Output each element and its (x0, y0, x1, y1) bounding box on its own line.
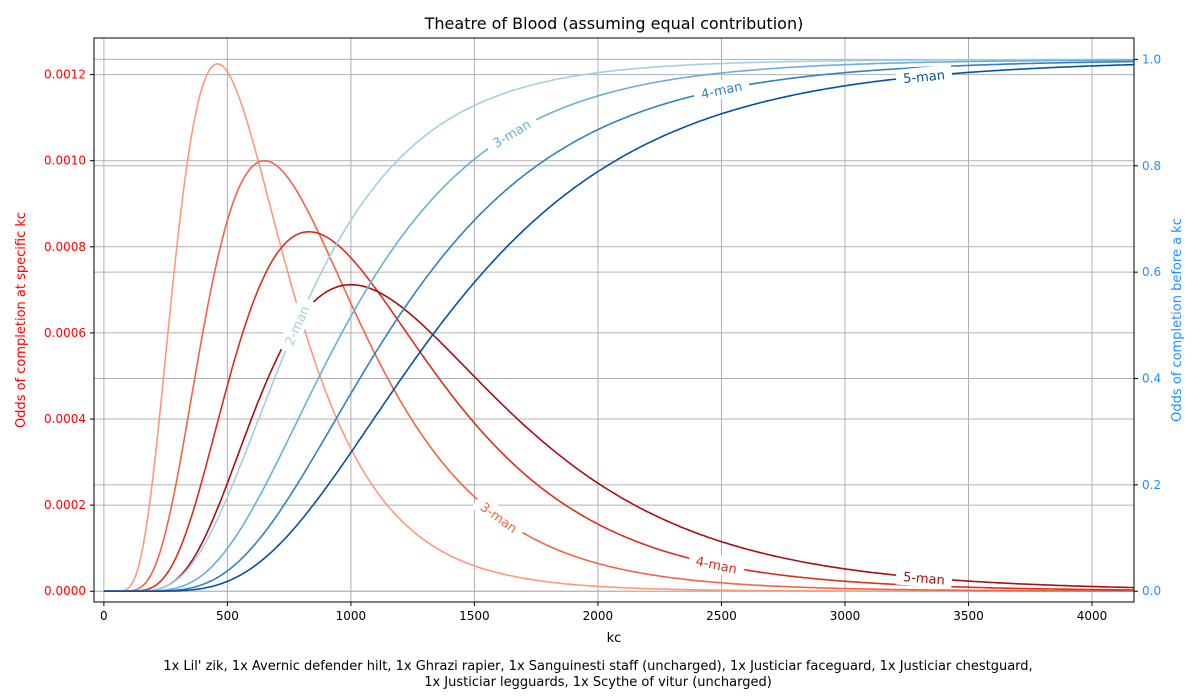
inline-label-background (692, 75, 751, 105)
right-axis-label: Odds of completion before a kc (1170, 218, 1185, 422)
footer-line-2: 1x Justiciar legguards, 1x Scythe of vit… (424, 675, 772, 690)
x-tick-label: 1000 (336, 609, 367, 623)
plot-frame (93, 37, 1135, 603)
x-tick-label: 2500 (706, 609, 737, 623)
x-tick-label: 500 (216, 609, 239, 623)
right-y-tick-label: 0.4 (1142, 372, 1161, 386)
inline-label-background (482, 111, 541, 156)
series-line-4-man-left (103, 230, 1134, 592)
x-tick-label: 3500 (953, 609, 984, 623)
inline-label-background (471, 493, 528, 541)
series-line-4-man-right (103, 60, 1134, 592)
right-y-tick-label: 0.0 (1142, 584, 1161, 598)
inline-label-background (895, 64, 953, 88)
inline-label-group: 5-man (895, 64, 953, 88)
series-curves (103, 58, 1135, 592)
x-axis-label: kc (607, 631, 622, 646)
left-y-tick-label: 0.0012 (44, 68, 86, 82)
left-y-tick-label: 0.0000 (44, 584, 86, 598)
x-tick-label: 4000 (1077, 609, 1108, 623)
x-tick-label: 3000 (830, 609, 861, 623)
right-y-tick-label: 0.8 (1142, 159, 1161, 173)
footer-line-1: 1x Lil' zik, 1x Avernic defender hilt, 1… (163, 659, 1032, 674)
series-line-5-man-right (103, 63, 1135, 592)
series-line-5-man-left (103, 283, 1135, 592)
series-line-3-man-right (103, 59, 1134, 592)
series-line-3-man-left (103, 159, 1134, 592)
series-line-2-man-right (103, 58, 1134, 592)
inline-label-background (277, 296, 317, 355)
x-tick-label: 2000 (583, 609, 614, 623)
left-axis-ticks: 0.0000 0.0002 0.0004 0.0006 0.0008 0.0010 0.00… (44, 68, 94, 598)
left-axis-label: Odds of completion at specific kc (14, 212, 29, 428)
left-y-tick-label: 0.0006 (44, 326, 86, 340)
x-tick-label: 0 (100, 609, 108, 623)
series-line-2-man-left (103, 62, 1134, 592)
left-y-tick-label: 0.0002 (44, 498, 86, 512)
left-y-tick-label: 0.0008 (44, 240, 86, 254)
inline-label-background (895, 566, 953, 590)
right-y-tick-label: 0.6 (1142, 265, 1161, 279)
left-y-tick-label: 0.0004 (44, 412, 86, 426)
chart-title: Theatre of Blood (assuming equal contrib… (424, 14, 804, 33)
right-y-tick-label: 0.2 (1142, 478, 1161, 492)
inline-label: 5-man (903, 68, 946, 87)
x-tick-label: 1500 (459, 609, 490, 623)
left-y-tick-label: 0.0010 (44, 154, 86, 168)
right-y-tick-label: 1.0 (1142, 52, 1161, 66)
inline-label-background (687, 550, 746, 579)
right-axis-ticks: 0.0 0.2 0.4 0.6 0.8 1.0 (1134, 52, 1161, 598)
inline-label: 5-man (902, 570, 945, 589)
x-axis-ticks: 0 500 1000 1500 2000 2500 3000 3500 4000 (100, 602, 1107, 623)
inline-label-group: 5-man (895, 566, 953, 590)
